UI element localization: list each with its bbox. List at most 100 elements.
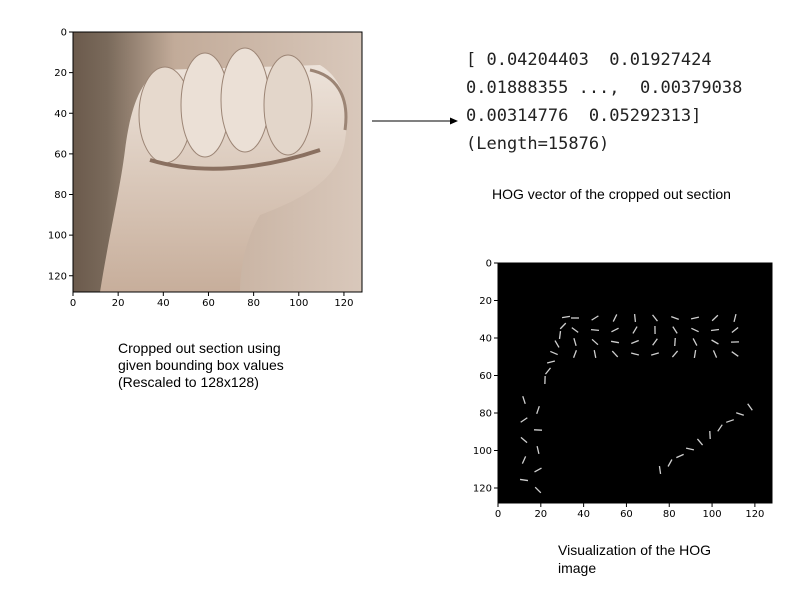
y-tick-label: 0 <box>486 259 492 270</box>
hog-dash <box>522 395 526 405</box>
hog-dash <box>672 326 678 334</box>
vector-line: 0.00314776 0.05292313] <box>466 106 702 126</box>
y-tick-label: 60 <box>54 149 67 160</box>
y-tick-label: 60 <box>479 371 492 382</box>
hog-dash <box>731 326 739 334</box>
hog-dash <box>726 419 734 423</box>
hog-dash <box>546 360 556 364</box>
hog-image <box>498 263 772 503</box>
x-tick-label: 0 <box>70 298 76 309</box>
hog-dash <box>520 417 528 423</box>
hog-dash <box>534 467 542 473</box>
hog-dash <box>667 459 673 467</box>
hog-dash <box>658 465 662 475</box>
hog-dash <box>652 338 658 346</box>
x-tick-label: 60 <box>202 298 215 309</box>
x-tick-label: 80 <box>663 509 676 520</box>
caption: HOG vector of the cropped out section <box>492 186 731 202</box>
x-tick-label: 80 <box>247 298 260 309</box>
hog-dash <box>611 350 619 358</box>
x-tick-label: 20 <box>534 509 547 520</box>
hog-dash <box>536 406 540 414</box>
x-tick-label: 40 <box>157 298 170 309</box>
vector-line: (Length=15876) <box>466 134 610 154</box>
hog-dash <box>671 316 679 320</box>
hog-dash <box>571 327 579 333</box>
hog-dash <box>674 337 676 347</box>
hog-dash <box>733 313 737 323</box>
hog-dash <box>685 447 695 451</box>
hog-dash <box>690 316 700 320</box>
hog-dash <box>711 314 719 322</box>
axes-frame <box>497 262 773 504</box>
y-tick-label: 40 <box>479 334 492 345</box>
axes-frame <box>72 31 363 293</box>
hog-dash <box>652 314 658 322</box>
hog-dash <box>610 340 620 344</box>
hog-dash <box>550 350 558 356</box>
x-tick-label: 0 <box>495 509 501 520</box>
x-tick-label: 60 <box>620 509 633 520</box>
x-tick-label: 100 <box>703 509 722 520</box>
arrow <box>372 117 458 125</box>
hog-dash <box>591 338 599 346</box>
vector-line: 0.01888355 ..., 0.00379038 <box>466 78 743 98</box>
hog-dash <box>633 313 637 323</box>
x-tick-label: 120 <box>745 509 764 520</box>
hog-dash <box>521 456 527 464</box>
hog-dash <box>712 350 718 358</box>
hog-dash <box>631 339 639 345</box>
x-tick-label: 120 <box>334 298 353 309</box>
y-tick-label: 20 <box>54 68 67 79</box>
hog-dash <box>693 349 697 359</box>
hog-dash <box>591 315 599 321</box>
hog-dash <box>593 349 597 359</box>
hog-dash <box>519 478 529 482</box>
hand-photo <box>73 32 362 292</box>
hog-dash <box>696 438 704 446</box>
hog-dash <box>747 403 753 411</box>
x-tick-label: 40 <box>577 509 590 520</box>
hog-dash <box>717 424 723 432</box>
caption: Visualization of the HOG <box>558 542 712 558</box>
y-tick-label: 80 <box>479 409 492 420</box>
y-tick-label: 100 <box>473 446 492 457</box>
hog-dash <box>612 314 618 322</box>
hog-dash <box>544 367 552 375</box>
y-tick-label: 120 <box>473 484 492 495</box>
hog-dash <box>710 328 720 332</box>
hog-dash <box>520 436 528 444</box>
hog-dash <box>554 340 560 348</box>
hog-dash <box>711 339 719 345</box>
caption: Cropped out section using <box>118 340 281 356</box>
y-tick-label: 40 <box>54 109 67 120</box>
caption: (Rescaled to 128x128) <box>118 374 259 390</box>
hog-dash <box>691 327 699 333</box>
hog-dash <box>558 330 562 340</box>
hog-dash <box>611 327 619 333</box>
hog-dash <box>590 329 600 331</box>
y-tick-label: 100 <box>48 231 67 242</box>
hog-dash <box>536 445 540 455</box>
x-tick-label: 100 <box>289 298 308 309</box>
hog-dash <box>630 352 640 356</box>
caption: given bounding box values <box>118 357 284 373</box>
hog-dash <box>572 350 578 358</box>
hog-dash <box>692 338 698 346</box>
hog-dash <box>561 315 571 319</box>
y-tick-label: 120 <box>48 271 67 282</box>
hog-dash <box>676 453 684 459</box>
y-tick-label: 80 <box>54 190 67 201</box>
hog-dash <box>632 326 638 334</box>
hog-dash <box>650 352 660 356</box>
hog-dash <box>559 322 567 330</box>
vector-line: [ 0.04204403 0.01927424 <box>466 50 712 70</box>
caption: image <box>558 560 597 576</box>
hog-dash <box>534 486 542 494</box>
x-tick-label: 20 <box>112 298 125 309</box>
hog-dash <box>671 350 679 358</box>
hog-dash <box>731 351 739 357</box>
y-tick-label: 20 <box>479 296 492 307</box>
y-tick-label: 0 <box>61 28 67 39</box>
